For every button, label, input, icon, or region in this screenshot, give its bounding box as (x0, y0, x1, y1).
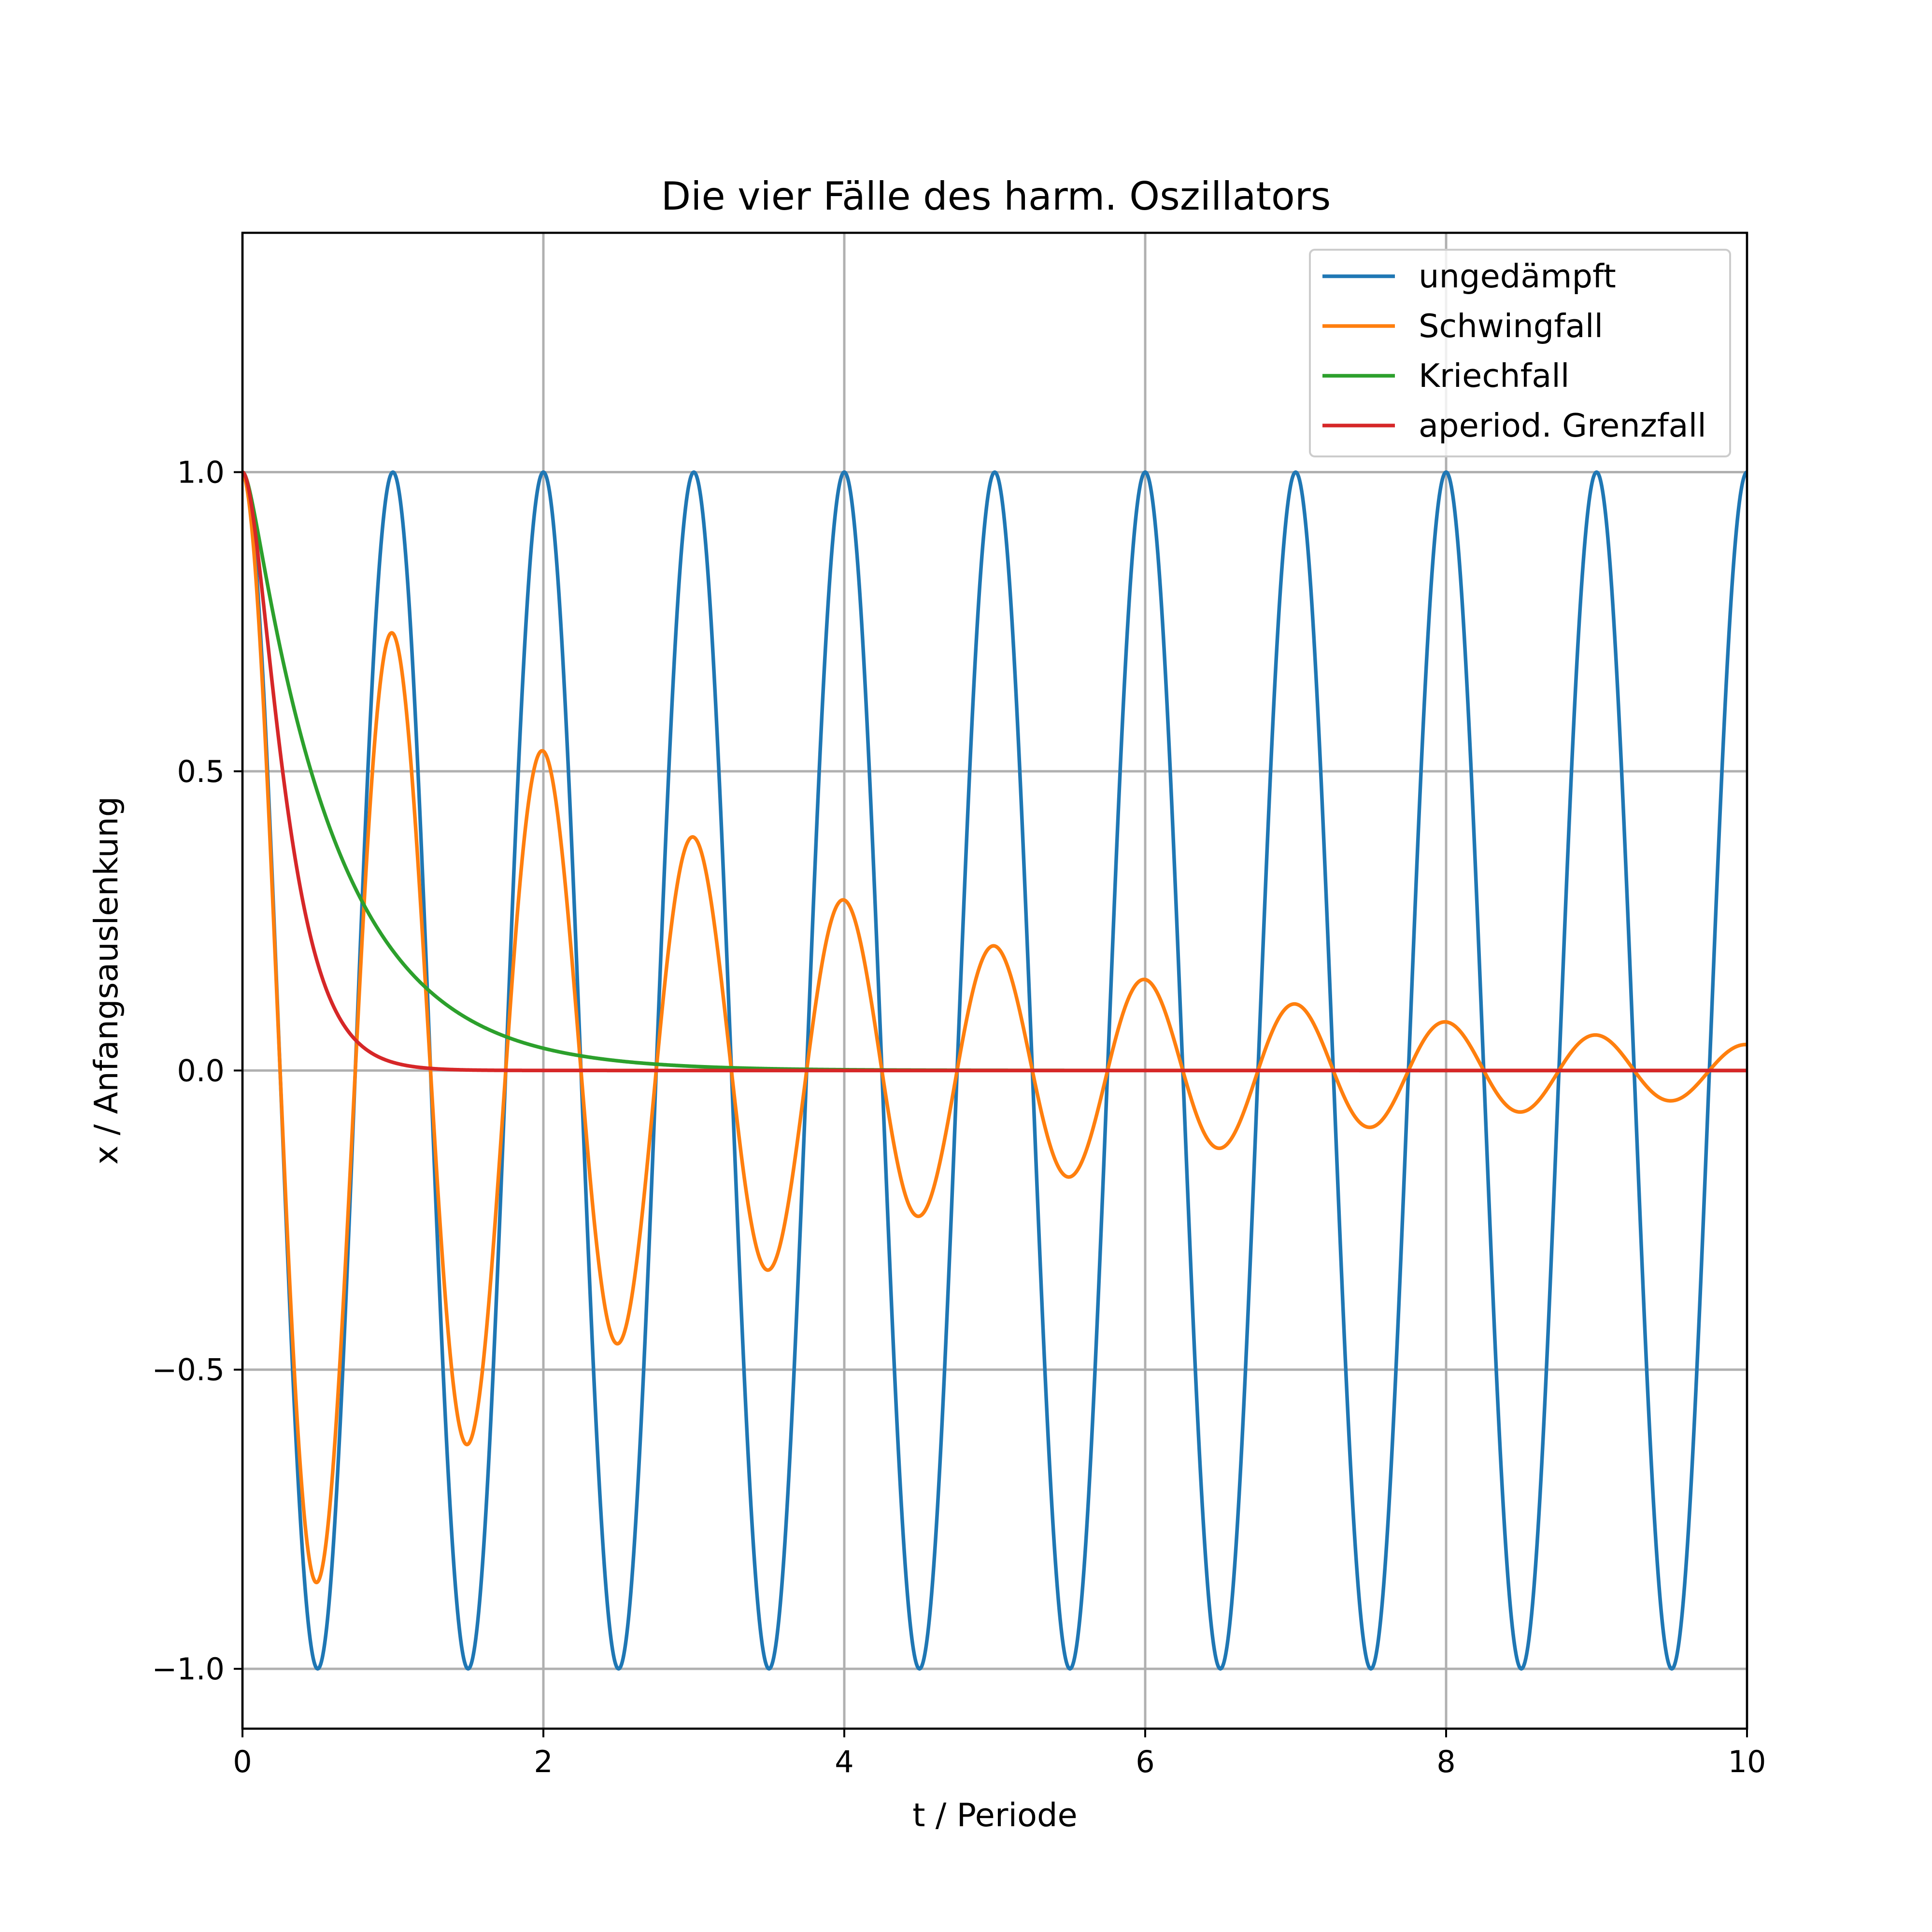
y-tick-label-4: 1.0 (177, 455, 225, 490)
series-line-grenzfall (241, 470, 1748, 1073)
y-tick-label-0: −1.0 (152, 1651, 225, 1687)
plot-lines (241, 470, 1748, 1671)
y-tick-label-1: −0.5 (152, 1352, 225, 1388)
legend-label-kriechfall: Kriechfall (1419, 357, 1570, 395)
x-tick-label-5: 10 (1728, 1744, 1766, 1779)
chart-title: Die vier Fälle des harm. Oszillators (661, 174, 1331, 219)
x-tick-label-4: 8 (1436, 1744, 1455, 1779)
y-tick-label-3: 0.5 (177, 754, 225, 789)
x-tick-label-0: 0 (233, 1744, 252, 1779)
axis-ticks: 0 2 4 6 8 10 −1.0 −0.5 0.0 0.5 1.0 (152, 455, 1766, 1779)
plot-frame (241, 231, 1748, 1730)
legend-label-schwingfall: Schwingfall (1419, 307, 1603, 345)
legend-label-grenzfall: aperiod. Grenzfall (1419, 407, 1706, 444)
series-line-ungedaempft (241, 470, 1748, 1671)
y-axis-title: x / Anfangsauslenkung (87, 796, 125, 1165)
x-tick-label-3: 6 (1136, 1744, 1154, 1779)
x-tick-label-2: 4 (835, 1744, 853, 1779)
legend-frame (1309, 249, 1731, 457)
y-tick-label-2: 0.0 (177, 1053, 225, 1088)
legend-label-ungedaempft: ungedämpft (1419, 257, 1616, 295)
x-axis-title: t / Periode (912, 1796, 1078, 1834)
legend: ungedämpft Schwingfall Kriechfall aperio… (1309, 249, 1731, 457)
series-line-schwingfall (241, 471, 1748, 1585)
x-tick-label-1: 2 (534, 1744, 553, 1779)
